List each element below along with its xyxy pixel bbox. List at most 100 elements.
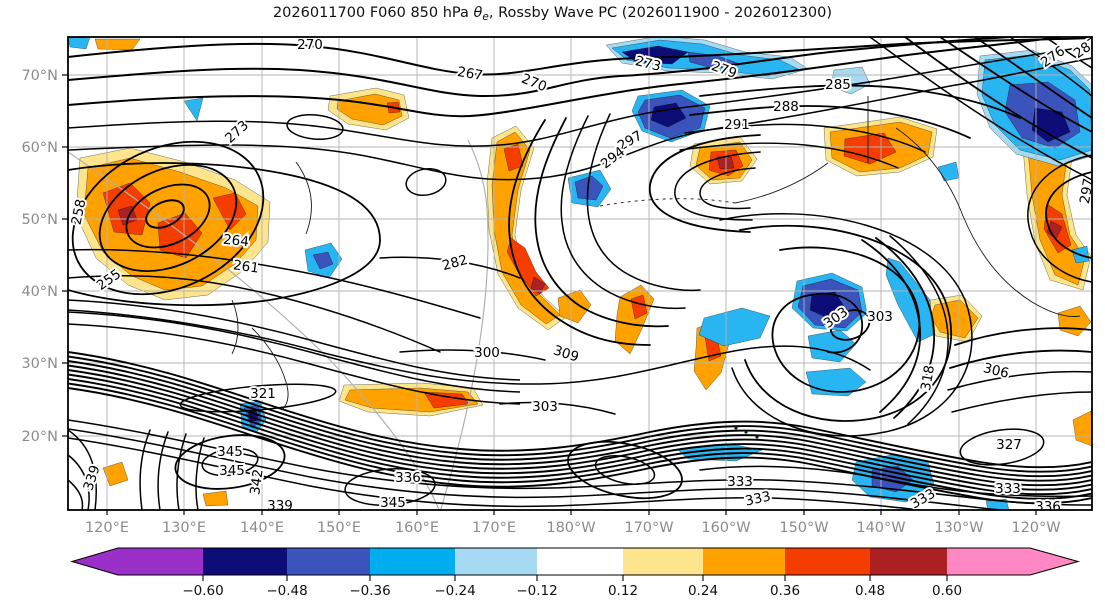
pc-shaded-region xyxy=(530,276,546,295)
contour-label: 282 xyxy=(440,252,469,274)
theta-e-contour-closed xyxy=(174,434,286,490)
coastline xyxy=(599,198,736,207)
contour-label: 264 xyxy=(222,232,249,251)
colorbar-tick-label: −0.24 xyxy=(434,583,475,599)
theta-e-contour xyxy=(889,235,949,425)
contour-label: 336 xyxy=(395,470,421,486)
theta-e-contour-closed xyxy=(71,140,265,296)
theta-e-contour xyxy=(68,45,1092,147)
theta-e-contour xyxy=(684,123,926,153)
colorbar-segment xyxy=(947,548,1030,575)
contour-label: 339 xyxy=(80,463,103,492)
colorbar-segment xyxy=(455,548,537,575)
theta-e-contour xyxy=(68,309,871,385)
theta-e-contour-closed xyxy=(594,455,656,485)
pc-shaded-region xyxy=(809,291,846,319)
contour-label: 321 xyxy=(250,386,276,402)
theta-e-contour xyxy=(399,349,546,361)
contour-label: 270 xyxy=(297,37,323,53)
pc-shaded-region xyxy=(94,38,141,51)
theta-e-contour xyxy=(1009,37,1092,97)
theta-e-contour xyxy=(68,419,1092,506)
contour-label: 267 xyxy=(456,64,484,84)
contour-label: 333 xyxy=(727,474,753,490)
reference-circle-arc xyxy=(439,139,489,510)
colorbar-tick-label: 0.36 xyxy=(770,583,800,599)
colorbar-segment xyxy=(370,548,455,575)
theta-e-contour xyxy=(68,437,927,510)
theta-e-contour xyxy=(68,364,1092,482)
pc-shaded-region xyxy=(423,391,470,409)
longitude-label: 120°E xyxy=(85,520,129,536)
contour-label: 297 xyxy=(1077,177,1097,205)
contour-label: 270 xyxy=(519,71,549,95)
theta-e-contour xyxy=(68,428,1010,510)
pc-shaded-region xyxy=(102,461,129,487)
island-dot xyxy=(755,435,759,439)
theta-e-contour xyxy=(949,349,1092,369)
theta-e-contour-closed xyxy=(286,114,344,140)
theta-e-contour xyxy=(379,256,521,279)
theta-e-contour-closed xyxy=(201,447,259,477)
latitude-label: 50°N xyxy=(21,212,58,228)
colorbar-tick-label: −0.48 xyxy=(266,583,307,599)
pc-shaded-region xyxy=(202,490,229,507)
theta-e-contour xyxy=(947,370,1092,391)
longitude-label: 170°E xyxy=(472,520,516,536)
coastline xyxy=(251,327,289,411)
pc-shaded-region xyxy=(698,307,771,347)
colorbar-tick-label: −0.36 xyxy=(349,583,390,599)
theta-e-contour xyxy=(904,37,1092,159)
latitude-label: 20°N xyxy=(21,429,58,445)
theta-e-contour xyxy=(1045,171,1092,259)
pc-shaded-region xyxy=(68,37,91,50)
title-prefix: 2026011700 F060 850 hPa xyxy=(272,5,474,21)
contour-label: 345 xyxy=(380,495,406,511)
theta-e-contour-closed xyxy=(98,164,238,272)
theta-e-contour xyxy=(939,37,1092,133)
reference-circle-arc xyxy=(68,151,440,510)
theta-e-contour xyxy=(68,311,521,393)
theta-e-contour xyxy=(139,429,151,510)
pc-shaded-region xyxy=(503,143,524,172)
contour-label: 333 xyxy=(744,488,773,509)
longitude-label: 140°E xyxy=(240,520,284,536)
contour-label: 261 xyxy=(232,257,260,276)
theta-e-contour-closed xyxy=(145,199,185,229)
theta-e-contour xyxy=(861,239,921,413)
theta-e-contour xyxy=(719,212,973,437)
theta-e-contour xyxy=(674,151,761,221)
pc-shaded-region xyxy=(1057,305,1092,337)
figure-title: 2026011700 F060 850 hPa θe, Rossby Wave … xyxy=(0,5,1105,23)
contour-label: 288 xyxy=(773,99,799,115)
contour-label: 318 xyxy=(918,364,938,392)
longitude-label: 180°W xyxy=(546,520,595,536)
pc-shaded-region xyxy=(630,294,648,320)
contour-label: 300 xyxy=(474,345,500,361)
colorbar-tick-label: 0.48 xyxy=(855,583,885,599)
contour-label: 339 xyxy=(267,498,293,514)
island-dot xyxy=(744,430,748,434)
longitude-label: 130°E xyxy=(162,520,206,536)
colorbar-segment xyxy=(118,548,203,575)
colorbar-arrow-right xyxy=(1030,548,1078,575)
theta-e-contour xyxy=(68,355,1092,473)
theta-e-contour xyxy=(68,37,1061,118)
longitude-label: 150°E xyxy=(317,520,361,536)
colorbar-arrow-left xyxy=(72,548,118,575)
contour-label: 342 xyxy=(247,468,266,496)
latitude-label: 40°N xyxy=(21,284,58,300)
contour-label: 336 xyxy=(1035,499,1061,515)
theta-e-contour-closed xyxy=(405,167,447,197)
theta-e-contour xyxy=(157,431,169,510)
colorbar-tick-label: 0.12 xyxy=(608,583,638,599)
coastline xyxy=(734,162,829,204)
colorbar-segment xyxy=(785,548,870,575)
longitude-label: 140°W xyxy=(856,520,905,536)
theta-e-contour xyxy=(699,84,1021,119)
island-dot xyxy=(734,426,738,430)
theta-e-contour xyxy=(68,323,521,405)
coastline xyxy=(295,161,312,235)
